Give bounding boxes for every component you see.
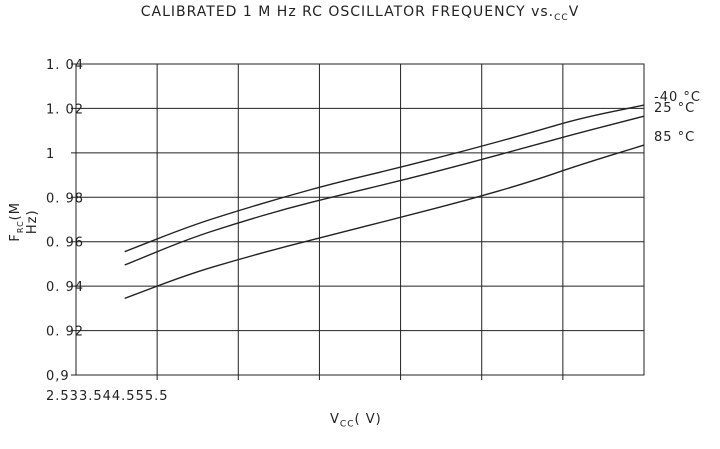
legend-label-0: -40 °C [654, 90, 701, 105]
series-line-0 [124, 104, 645, 253]
chart-title-tail: V [568, 4, 580, 20]
series-line-2 [124, 144, 645, 300]
x-tick-labels: 2.533.544.555.5 [46, 389, 169, 404]
y-tick-label: 0. 94 [46, 280, 84, 295]
series-line-1 [124, 115, 645, 266]
legend-label-1: 25 °C [654, 101, 695, 116]
x-axis-label-sub: CC [339, 419, 355, 430]
plot-frame [75, 63, 645, 376]
x-axis-label: VCC( V) [330, 412, 382, 430]
x-axis-label-main: V [330, 412, 340, 427]
y-tick-label: 0. 92 [46, 325, 84, 340]
y-tick-label: 1. 02 [46, 102, 84, 117]
chart-title-sub: CC [554, 12, 569, 23]
chart-title: CALIBRATED 1 M Hz RC OSCILLATOR FREQUENC… [0, 4, 720, 23]
chart-title-main: CALIBRATED 1 M Hz RC OSCILLATOR FREQUENC… [140, 4, 555, 20]
y-tick-label: 1. 04 [46, 58, 84, 73]
legend-label-2: 85 °C [654, 130, 695, 145]
x-axis-label-tail: ( V) [354, 412, 382, 427]
y-tick-label: 0. 98 [46, 191, 84, 206]
y-tick-label: 0,9 [46, 369, 70, 384]
y-tick-label: 1 [46, 147, 55, 162]
y-tick-label: 0. 96 [46, 236, 84, 251]
